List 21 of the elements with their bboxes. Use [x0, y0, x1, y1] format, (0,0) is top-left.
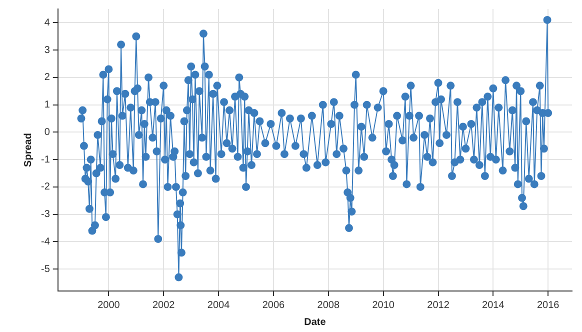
y-tick-label: 0 [44, 126, 50, 138]
y-tick-label: -5 [40, 264, 50, 275]
y-tick-label: -2 [40, 182, 50, 193]
x-tick-label: 2002 [152, 300, 176, 311]
x-tick-label: 2014 [482, 300, 505, 311]
x-tick-label: 2006 [262, 300, 286, 311]
y-tick-label: 4 [44, 17, 50, 28]
y-tick-label: -4 [40, 236, 50, 248]
x-tick-label: 2012 [427, 300, 450, 311]
y-tick-label: -3 [40, 209, 50, 220]
y-tick-label: -1 [40, 154, 50, 166]
y-tick-label: 2 [44, 72, 50, 84]
y-axis-title: Spread [22, 133, 34, 167]
x-tick-label: 2008 [317, 300, 340, 311]
x-tick-label: 2010 [372, 300, 395, 311]
x-tick-label: 2004 [207, 300, 230, 311]
y-tick-label: 1 [44, 100, 50, 111]
x-tick-label: 2000 [98, 300, 120, 311]
y-tick-label: 3 [44, 44, 50, 56]
x-tick-label: 2016 [536, 300, 560, 311]
x-axis-title: Date [304, 316, 326, 328]
